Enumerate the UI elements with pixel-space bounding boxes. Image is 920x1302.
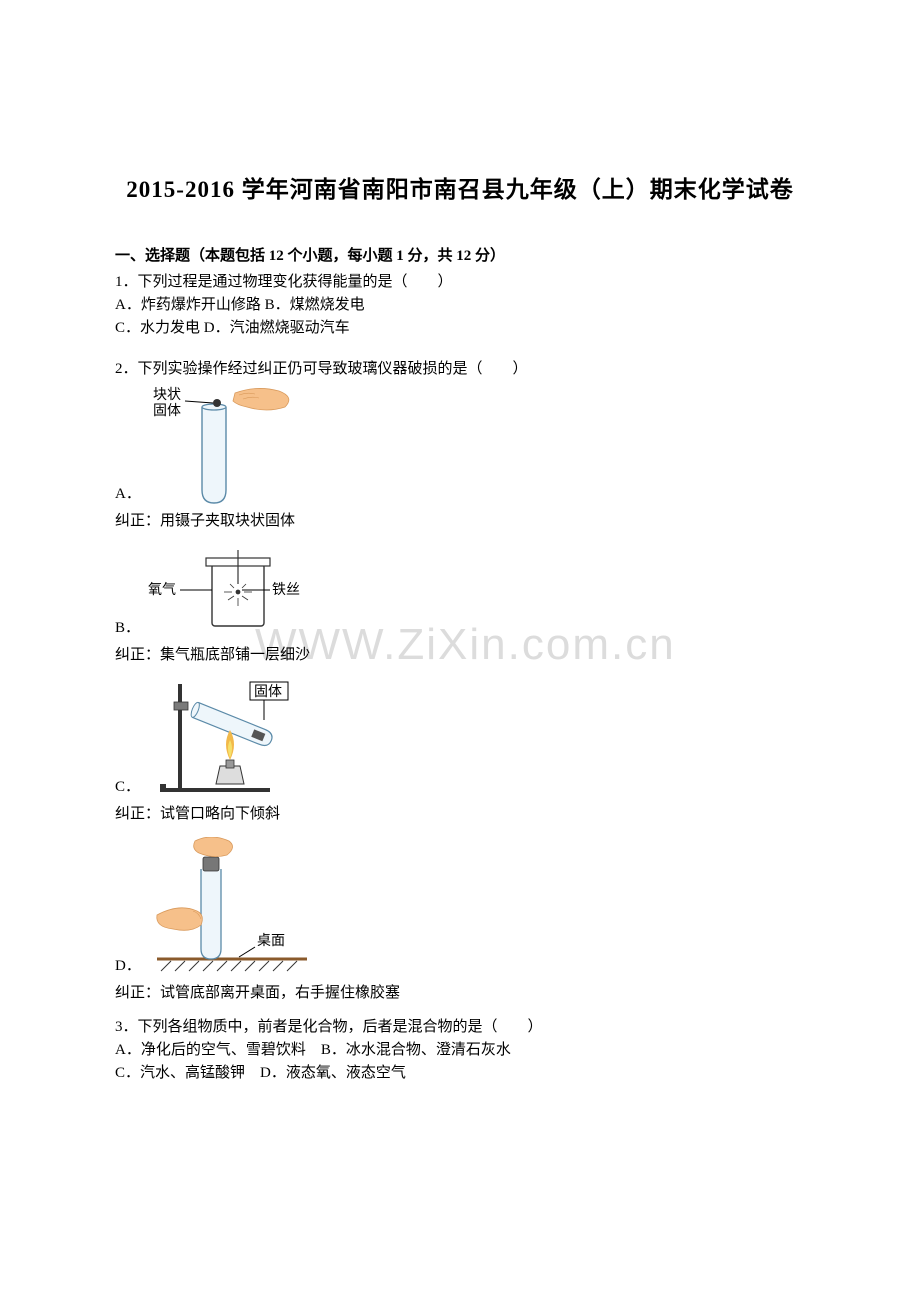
q3-opts-cd: C．汽水、高锰酸钾 D．液态氧、液态空气	[115, 1062, 805, 1085]
q2-stem: 2．下列实验操作经过纠正仍可导致玻璃仪器破损的是（ ）	[115, 358, 805, 381]
q1-opts-ab: A．炸药爆炸开山修路 B．煤燃烧发电	[115, 294, 805, 317]
q2-a-label2: 固体	[153, 403, 181, 419]
q2-c-figure: 固体	[146, 678, 306, 798]
q2-c-caption: 纠正：试管口略向下倾斜	[115, 802, 805, 823]
q2-b-letter: B．	[115, 616, 140, 639]
q2-c-letter: C．	[115, 775, 140, 798]
q2-option-a: A． 块状 固体	[115, 385, 805, 505]
q2-d-caption: 纠正：试管底部离开桌面，右手握住橡胶塞	[115, 981, 805, 1002]
q2-option-b: B．	[115, 544, 805, 639]
q2-b-figure: 氧气 铁丝	[146, 544, 326, 639]
q1-opts-cd: C．水力发电 D．汽油燃烧驱动汽车	[115, 317, 805, 340]
page-title: 2015-2016 学年河南省南阳市南召县九年级（上）期末化学试卷	[115, 170, 805, 204]
q2-a-label1: 块状	[153, 387, 181, 403]
section-heading: 一、选择题（本题包括 12 个小题，每小题 1 分，共 12 分）	[115, 244, 805, 265]
q2-option-c: C．	[115, 678, 805, 798]
q2-a-figure: 块状 固体	[147, 385, 297, 505]
q3-opts-ab: A．净化后的空气、雪碧饮料 B．冰水混合物、澄清石灰水	[115, 1039, 805, 1062]
q2-option-d: D．	[115, 837, 805, 977]
q2-b-label1: 氧气	[148, 582, 176, 598]
q2-b-label2: 铁丝	[272, 582, 300, 598]
q3-stem: 3．下列各组物质中，前者是化合物，后者是混合物的是（ ）	[115, 1016, 805, 1039]
q2-a-letter: A．	[115, 482, 141, 505]
q2-c-label1: 固体	[254, 684, 282, 700]
q2-b-caption: 纠正：集气瓶底部铺一层细沙	[115, 643, 805, 664]
q2-d-label1: 桌面	[257, 933, 285, 949]
q2-a-caption: 纠正：用镊子夹取块状固体	[115, 509, 805, 530]
q2-d-letter: D．	[115, 954, 141, 977]
q1-stem: 1．下列过程是通过物理变化获得能量的是（ ）	[115, 271, 805, 294]
q2-d-figure: 桌面	[147, 837, 317, 977]
